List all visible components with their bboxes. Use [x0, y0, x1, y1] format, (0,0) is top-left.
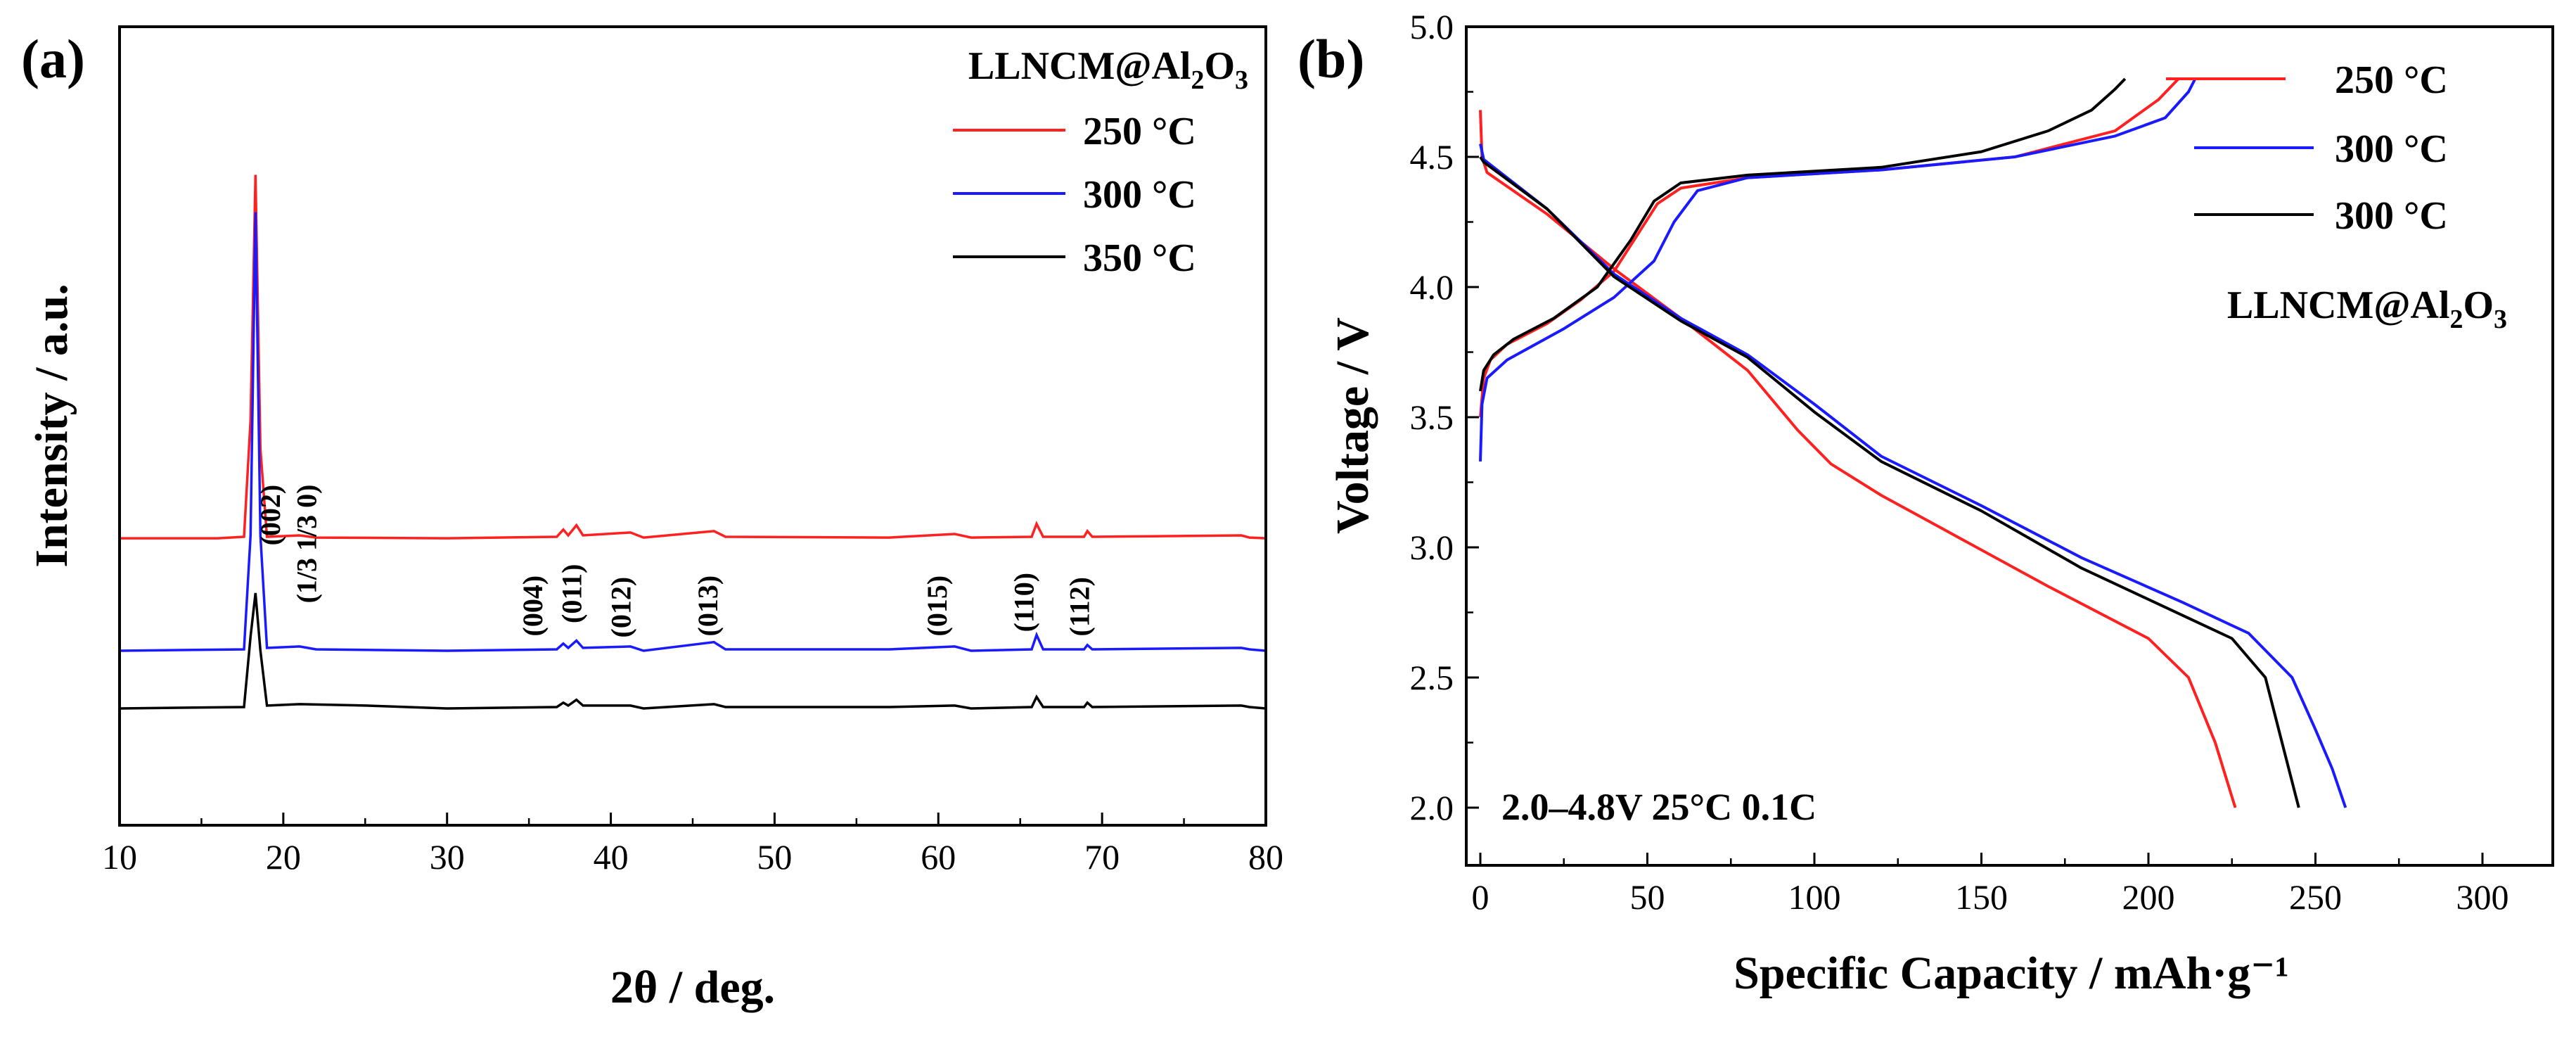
- panel-a-x-tick-label: 60: [921, 837, 956, 877]
- panel-b-y-tick-label: 5.0: [1410, 7, 1454, 46]
- panel-a-peak-label: (013): [692, 575, 724, 637]
- panel-a-peak-label: (110): [1008, 573, 1039, 632]
- panel-a-x-ticks: 10 20 30 40 50 60 70 80: [102, 813, 1283, 877]
- panel-b-legend-label-250: 250 °C: [2335, 58, 2448, 102]
- panel-b-y-ticks: 2.0 2.5 3.0 3.5 4.0 4.5 5.0: [1410, 7, 1479, 827]
- panel-a-x-tick-label: 30: [430, 837, 465, 877]
- panel-a-peak-label: (112): [1064, 577, 1096, 636]
- panel-b-y-tick-label: 4.0: [1410, 267, 1454, 307]
- panel-b-x-tick-label: 0: [1472, 877, 1489, 917]
- panel-b-x-tick-label: 300: [2456, 877, 2509, 917]
- panel-a-x-tick-label: 50: [757, 837, 792, 877]
- panel-b-y-tick-label: 3.5: [1410, 397, 1454, 437]
- panel-a-peak-label: (1/3 1/3 0): [290, 485, 322, 604]
- panel-a-peak-labels: (002) (1/3 1/3 0) (004) (011) (012) (013) (015…: [255, 485, 1095, 638]
- panel-b-y-tick-label: 2.5: [1410, 658, 1454, 697]
- panel-b-legend-label-300-black: 300 °C: [2335, 194, 2448, 238]
- panel-a-x-axis-title: 2θ / deg.: [610, 962, 775, 1013]
- panel-b-y-tick-label: 2.0: [1410, 788, 1454, 827]
- panel-b-x-ticks: 0 50 100 150 200 250 300: [1472, 853, 2509, 917]
- panel-b-x-tick-label: 100: [1788, 877, 1841, 917]
- panel-b-y-axis-title: Voltage / V: [1327, 317, 1378, 534]
- panel-a-series: [119, 174, 1267, 710]
- panel-a-peak-label: (012): [605, 577, 637, 638]
- panel-a-x-tick-label: 80: [1248, 837, 1283, 877]
- panel-a-series-line-2: [119, 592, 1267, 710]
- panel-b-frame: [1465, 25, 2554, 867]
- panel-b-y-tick-label: 4.5: [1410, 137, 1454, 177]
- panel-a-label: (a): [21, 28, 85, 89]
- panel-a-series-line-0: [120, 174, 1267, 540]
- panel-a-peak-label: (004): [517, 575, 549, 637]
- panel-b-x-tick-label: 150: [1955, 877, 2008, 917]
- panel-a-peak-label: (015): [921, 575, 953, 637]
- panel-b-legend-label-300-blue: 300 °C: [2335, 127, 2448, 171]
- panel-b-series-2-charge-curve: [1479, 77, 2127, 392]
- panel-b-x-tick-label: 200: [2122, 877, 2175, 917]
- panel-b-x-tick-label: 50: [1630, 877, 1665, 917]
- panel-b-series-0-discharge-curve: [1479, 110, 2237, 808]
- panel-b-x-tick-label: 250: [2289, 877, 2342, 917]
- panel-a-peak-label: (011): [556, 564, 588, 623]
- panel-a-legend-label-350: 350 °C: [1083, 236, 1196, 280]
- panel-a: (a) (002) (1/3 1/3 0) (004) (011) (012) (013)…: [21, 25, 1283, 1013]
- panel-a-x-tick-label: 20: [266, 837, 301, 877]
- panel-a-legend-label-300: 300 °C: [1083, 173, 1196, 217]
- panel-b-series-1-charge-curve: [1479, 78, 2197, 462]
- panel-a-x-tick-label: 40: [594, 837, 629, 877]
- panel-b-x-axis-title: Specific Capacity / mAh·g⁻¹: [1734, 948, 2289, 999]
- panel-b-series-2-discharge-curve: [1479, 155, 2300, 808]
- panel-a-legend-title: LLNCM@Al2O3: [968, 44, 1248, 95]
- panel-b-y-tick-label: 3.0: [1410, 528, 1454, 567]
- panel-a-x-tick-label: 70: [1084, 837, 1120, 877]
- panel-a-legend-label-250: 250 °C: [1083, 110, 1196, 153]
- panel-b-series: [1479, 77, 2347, 808]
- panel-b-conditions: 2.0–4.8V 25°C 0.1C: [1501, 786, 1816, 828]
- panel-a-x-tick-label: 10: [102, 837, 137, 877]
- panel-a-peak-label: (002): [255, 485, 286, 546]
- panel-b-label: (b): [1297, 28, 1364, 89]
- panel-a-series-line-1: [119, 212, 1267, 652]
- panel-b-annotation-title: LLNCM@Al2O3: [2227, 284, 2507, 334]
- panel-a-y-axis-title: Intensity / a.u.: [26, 284, 77, 567]
- panel-b: (b) 0 50 100 150 200 250 300 2.0 2.5 3.0 3.5 4.0 4.…: [1297, 7, 2554, 999]
